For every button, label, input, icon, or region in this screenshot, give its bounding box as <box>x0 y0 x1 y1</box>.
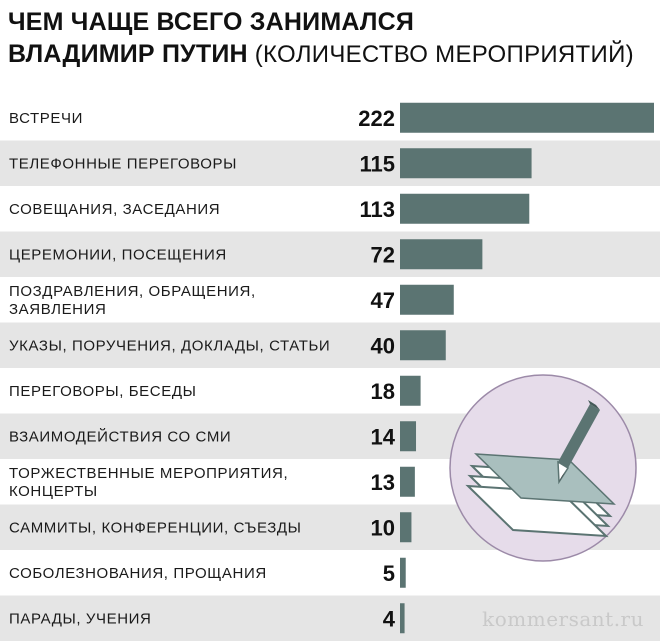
value-label: 222 <box>358 106 395 131</box>
title-subtitle: (КОЛИЧЕСТВО МЕРОПРИЯТИЙ) <box>254 41 634 68</box>
bar <box>400 193 530 224</box>
category-label: ВЗАИМОДЕЙСТВИЯ СО СМИ <box>9 427 231 445</box>
bar <box>400 148 532 179</box>
category-label: УКАЗЫ, ПОРУЧЕНИЯ, ДОКЛАДЫ, СТАТЬИ <box>9 337 330 354</box>
value-label: 72 <box>371 242 395 267</box>
bar <box>400 557 406 588</box>
bar <box>400 603 405 634</box>
bar <box>400 102 654 133</box>
category-label: ВСТРЕЧИ <box>9 110 83 127</box>
category-label: ТЕЛЕФОННЫЕ ПЕРЕГОВОРЫ <box>9 155 237 172</box>
bar <box>400 239 483 270</box>
category-label: ПЕРЕГОВОРЫ, БЕСЕДЫ <box>9 383 196 400</box>
watermark: kommersant.ru <box>482 607 644 631</box>
chart-title: ЧЕМ ЧАЩЕ ВСЕГО ЗАНИМАЛСЯ ВЛАДИМИР ПУТИН … <box>8 6 658 71</box>
bar <box>400 330 446 361</box>
category-label: ТОРЖЕСТВЕННЫЕ МЕРОПРИЯТИЯ, КОНЦЕРТЫ <box>9 465 288 500</box>
value-label: 113 <box>360 197 396 222</box>
value-label: 10 <box>371 515 395 540</box>
row-stripe <box>0 140 660 186</box>
title-line-2: ВЛАДИМИР ПУТИН <box>8 40 248 68</box>
bar <box>400 421 417 452</box>
row-stripe <box>0 595 660 641</box>
value-label: 40 <box>371 333 395 358</box>
bar <box>400 375 421 406</box>
row-stripe <box>0 322 660 368</box>
pen-and-paper-icon <box>449 374 637 562</box>
category-label: ПОЗДРАВЛЕНИЯ, ОБРАЩЕНИЯ, ЗАЯВЛЕНИЯ <box>9 283 256 318</box>
value-label: 18 <box>371 379 395 404</box>
bars <box>400 102 654 634</box>
category-label: СОБОЛЕЗНОВАНИЯ, ПРОЩАНИЯ <box>9 565 267 582</box>
category-label: ПАРАДЫ, УЧЕНИЯ <box>9 610 151 627</box>
value-label: 5 <box>383 561 395 586</box>
value-label: 115 <box>360 151 396 176</box>
category-label: СОВЕЩАНИЯ, ЗАСЕДАНИЯ <box>9 201 220 218</box>
category-label: САММИТЫ, КОНФЕРЕНЦИИ, СЪЕЗДЫ <box>9 519 302 536</box>
category-labels: ВСТРЕЧИ ТЕЛЕФОННЫЕ ПЕРЕГОВОРЫ СОВЕЩАНИЯ, З… <box>9 110 330 628</box>
value-label: 14 <box>371 424 396 449</box>
bar <box>400 466 415 497</box>
value-labels: 222 115 113 72 47 40 18 14 13 10 5 4 <box>358 106 395 632</box>
value-label: 47 <box>371 288 395 313</box>
value-label: 13 <box>371 470 395 495</box>
value-label: 4 <box>383 606 396 631</box>
category-label: ЦЕРЕМОНИИ, ПОСЕЩЕНИЯ <box>9 246 227 263</box>
title-line-1: ЧЕМ ЧАЩЕ ВСЕГО ЗАНИМАЛСЯ <box>8 8 415 36</box>
bar <box>400 512 412 543</box>
row-stripe <box>0 231 660 277</box>
bar <box>400 284 454 315</box>
